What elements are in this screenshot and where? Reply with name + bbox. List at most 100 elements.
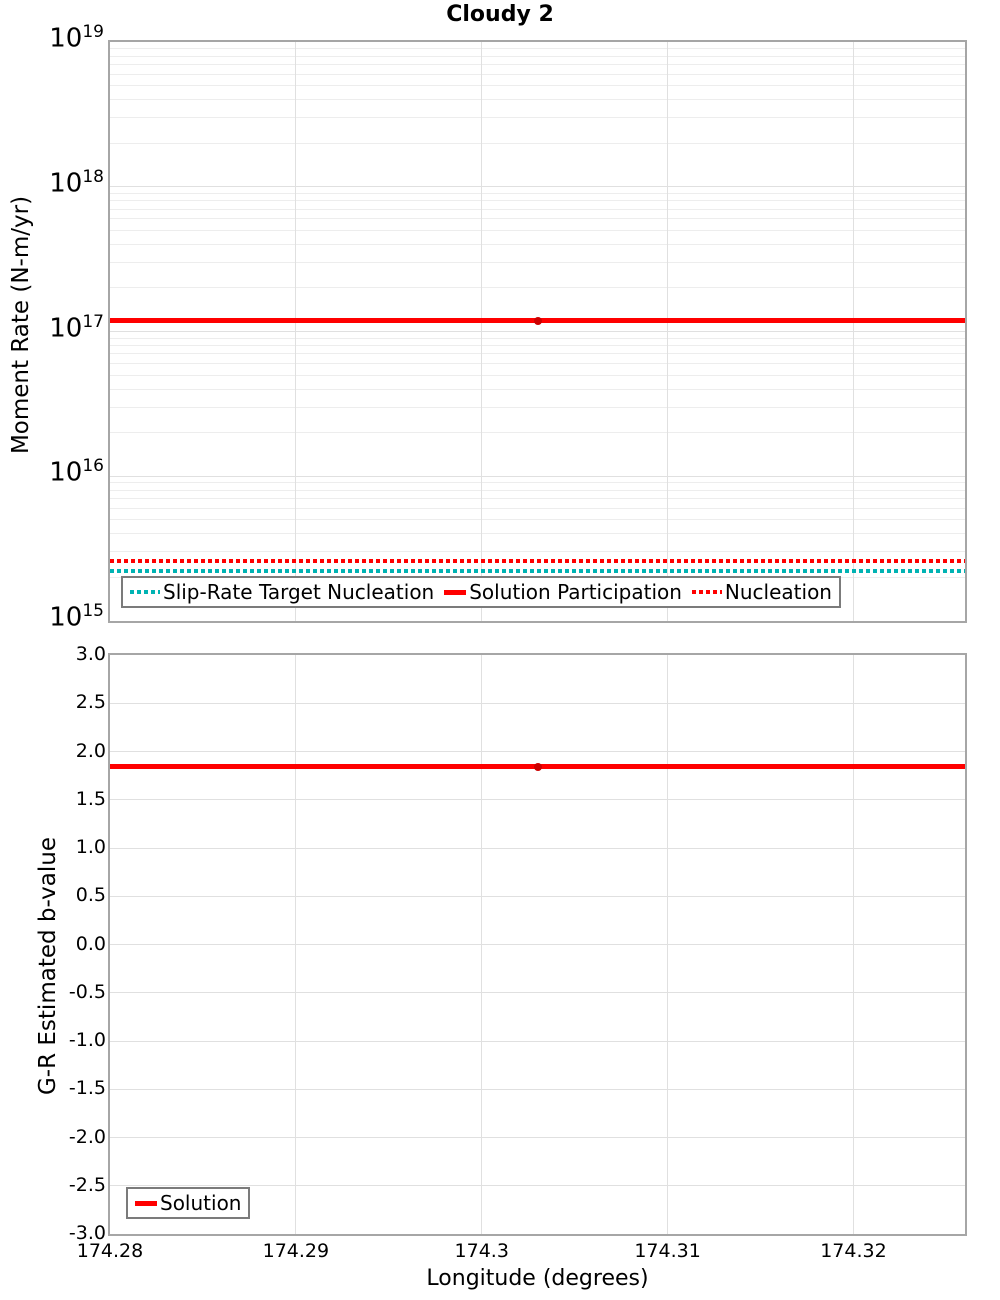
x-tick-label: 174.31	[634, 1240, 701, 1262]
legend-item-solution-participation: Solution Participation	[444, 580, 682, 604]
y-gridline-major	[110, 1088, 965, 1090]
y-tick-label-b-value: 2.5	[75, 691, 106, 714]
y-gridline-minor	[110, 200, 965, 202]
y-gridline-minor	[110, 85, 965, 87]
y-gridline-minor	[110, 192, 965, 194]
y-tick-label-moment-rate: 1016	[30, 458, 104, 486]
y-tick-label-b-value: -2.5	[68, 1173, 106, 1196]
y-gridline-minor	[110, 208, 965, 210]
y-gridline-minor	[110, 218, 965, 220]
y-gridline-minor	[110, 63, 965, 65]
y-gridline-minor	[110, 287, 965, 289]
y-gridline-minor	[110, 117, 965, 119]
y-gridline-minor	[110, 229, 965, 231]
y-gridline-major	[110, 895, 965, 897]
y-tick-label-b-value: 2.0	[75, 739, 106, 762]
solution-participation-line-swatch	[444, 589, 467, 595]
y-tick-label-b-value: -3.0	[68, 1222, 106, 1244]
y-tick-label-b-value: 1.0	[75, 836, 106, 858]
y-gridline-minor	[110, 73, 965, 75]
log-tick-base: 10	[49, 457, 83, 488]
y-gridline-minor	[110, 353, 965, 355]
log-tick-base: 10	[49, 313, 83, 344]
x-tick-label: 174.28	[76, 1240, 144, 1262]
x-tick-label: 174.3	[454, 1240, 509, 1262]
y-gridline-major	[110, 1040, 965, 1042]
log-tick-base: 10	[49, 602, 83, 633]
y-gridline-major	[110, 475, 965, 477]
y-tick-label-b-value: -0.5	[68, 980, 106, 1003]
solution-line-swatch	[135, 1200, 157, 1206]
slip-rate-target-nucleation-line-swatch	[130, 590, 160, 594]
legend-label-nucleation: Nucleation	[724, 580, 832, 604]
legend-item-nucleation: Nucleation	[691, 580, 832, 604]
legend-label-solution: Solution	[160, 1191, 242, 1215]
y-gridline-major	[110, 1137, 965, 1138]
b-value-plot-area: Solution	[108, 653, 967, 1236]
legend-label-solution-participation: Solution Participation	[469, 580, 682, 604]
legend-moment-rate: Slip-Rate Target Nucleation Solution Par…	[121, 576, 841, 608]
y-gridline-minor	[110, 533, 965, 535]
y-gridline-major	[110, 799, 965, 801]
y-tick-label-moment-rate: 1017	[30, 311, 104, 344]
y-gridline-major	[110, 1185, 965, 1187]
y-gridline-minor	[110, 482, 965, 484]
y-gridline-minor	[110, 243, 965, 245]
y-gridline-minor	[110, 142, 965, 144]
y-tick-label-b-value: -1.0	[68, 1029, 106, 1051]
y-tick-label-b-value: 3.0	[75, 643, 106, 665]
y-gridline-minor	[110, 489, 965, 491]
log-tick-base: 10	[49, 23, 83, 54]
y-gridline-minor	[110, 337, 965, 339]
y-gridline-minor	[110, 498, 965, 500]
y-gridline-minor	[110, 432, 965, 434]
x-tick-label: 174.32	[820, 1240, 887, 1262]
y-gridline-minor	[110, 345, 965, 347]
y-gridline-major	[110, 992, 965, 994]
log-tick-exponent: 19	[82, 22, 104, 42]
y-gridline-major	[110, 751, 965, 752]
y-tick-label-b-value: 0.0	[75, 932, 106, 955]
y-gridline-minor	[110, 374, 965, 376]
chart-title: Cloudy 2	[446, 2, 554, 27]
y-gridline-minor	[110, 99, 965, 101]
y-tick-label-moment-rate: 1019	[30, 24, 104, 52]
y-gridline-major	[110, 331, 965, 332]
y-gridline-minor	[110, 551, 965, 553]
y-gridline-major	[110, 847, 965, 849]
y-gridline-minor	[110, 406, 965, 408]
y-gridline-minor	[110, 48, 965, 50]
vertex-marker-solution-participation	[533, 316, 542, 325]
y-gridline-major	[110, 944, 965, 945]
y-tick-label-moment-rate: 1015	[30, 603, 104, 631]
y-tick-label-b-value: 0.5	[75, 884, 106, 907]
y-gridline-minor	[110, 261, 965, 263]
y-gridline-minor	[110, 519, 965, 521]
legend-label-slip-rate-target-nucleation: Slip-Rate Target Nucleation	[163, 580, 435, 604]
log-tick-exponent: 16	[82, 456, 104, 477]
x-tick-label: 174.29	[262, 1240, 330, 1262]
x-axis-label-longitude: Longitude (degrees)	[426, 1266, 649, 1291]
series-line-slip-rate-target-nucleation	[110, 569, 965, 574]
vertex-marker-solution	[533, 762, 542, 771]
y-axis-label-b-value: G-R Estimated b-value	[35, 836, 61, 1096]
y-tick-label-moment-rate: 1018	[30, 166, 104, 199]
moment-rate-plot-area: Slip-Rate Target Nucleation Solution Par…	[108, 40, 967, 623]
y-tick-label-b-value: 1.5	[75, 787, 106, 810]
legend-b-value: Solution	[126, 1187, 251, 1219]
series-line-nucleation	[110, 558, 965, 563]
log-tick-base: 10	[49, 168, 83, 199]
legend-item-slip-rate-target-nucleation: Slip-Rate Target Nucleation	[130, 580, 434, 604]
log-tick-exponent: 15	[82, 601, 104, 621]
y-gridline-minor	[110, 388, 965, 390]
y-tick-label-b-value: -2.0	[68, 1125, 106, 1148]
log-tick-exponent: 18	[82, 166, 104, 187]
log-tick-exponent: 17	[82, 311, 104, 332]
y-gridline-minor	[110, 55, 965, 57]
y-gridline-major	[110, 702, 965, 704]
y-gridline-minor	[110, 507, 965, 509]
legend-item-solution: Solution	[135, 1191, 241, 1215]
y-gridline-major	[110, 186, 965, 188]
y-gridline-minor	[110, 363, 965, 365]
